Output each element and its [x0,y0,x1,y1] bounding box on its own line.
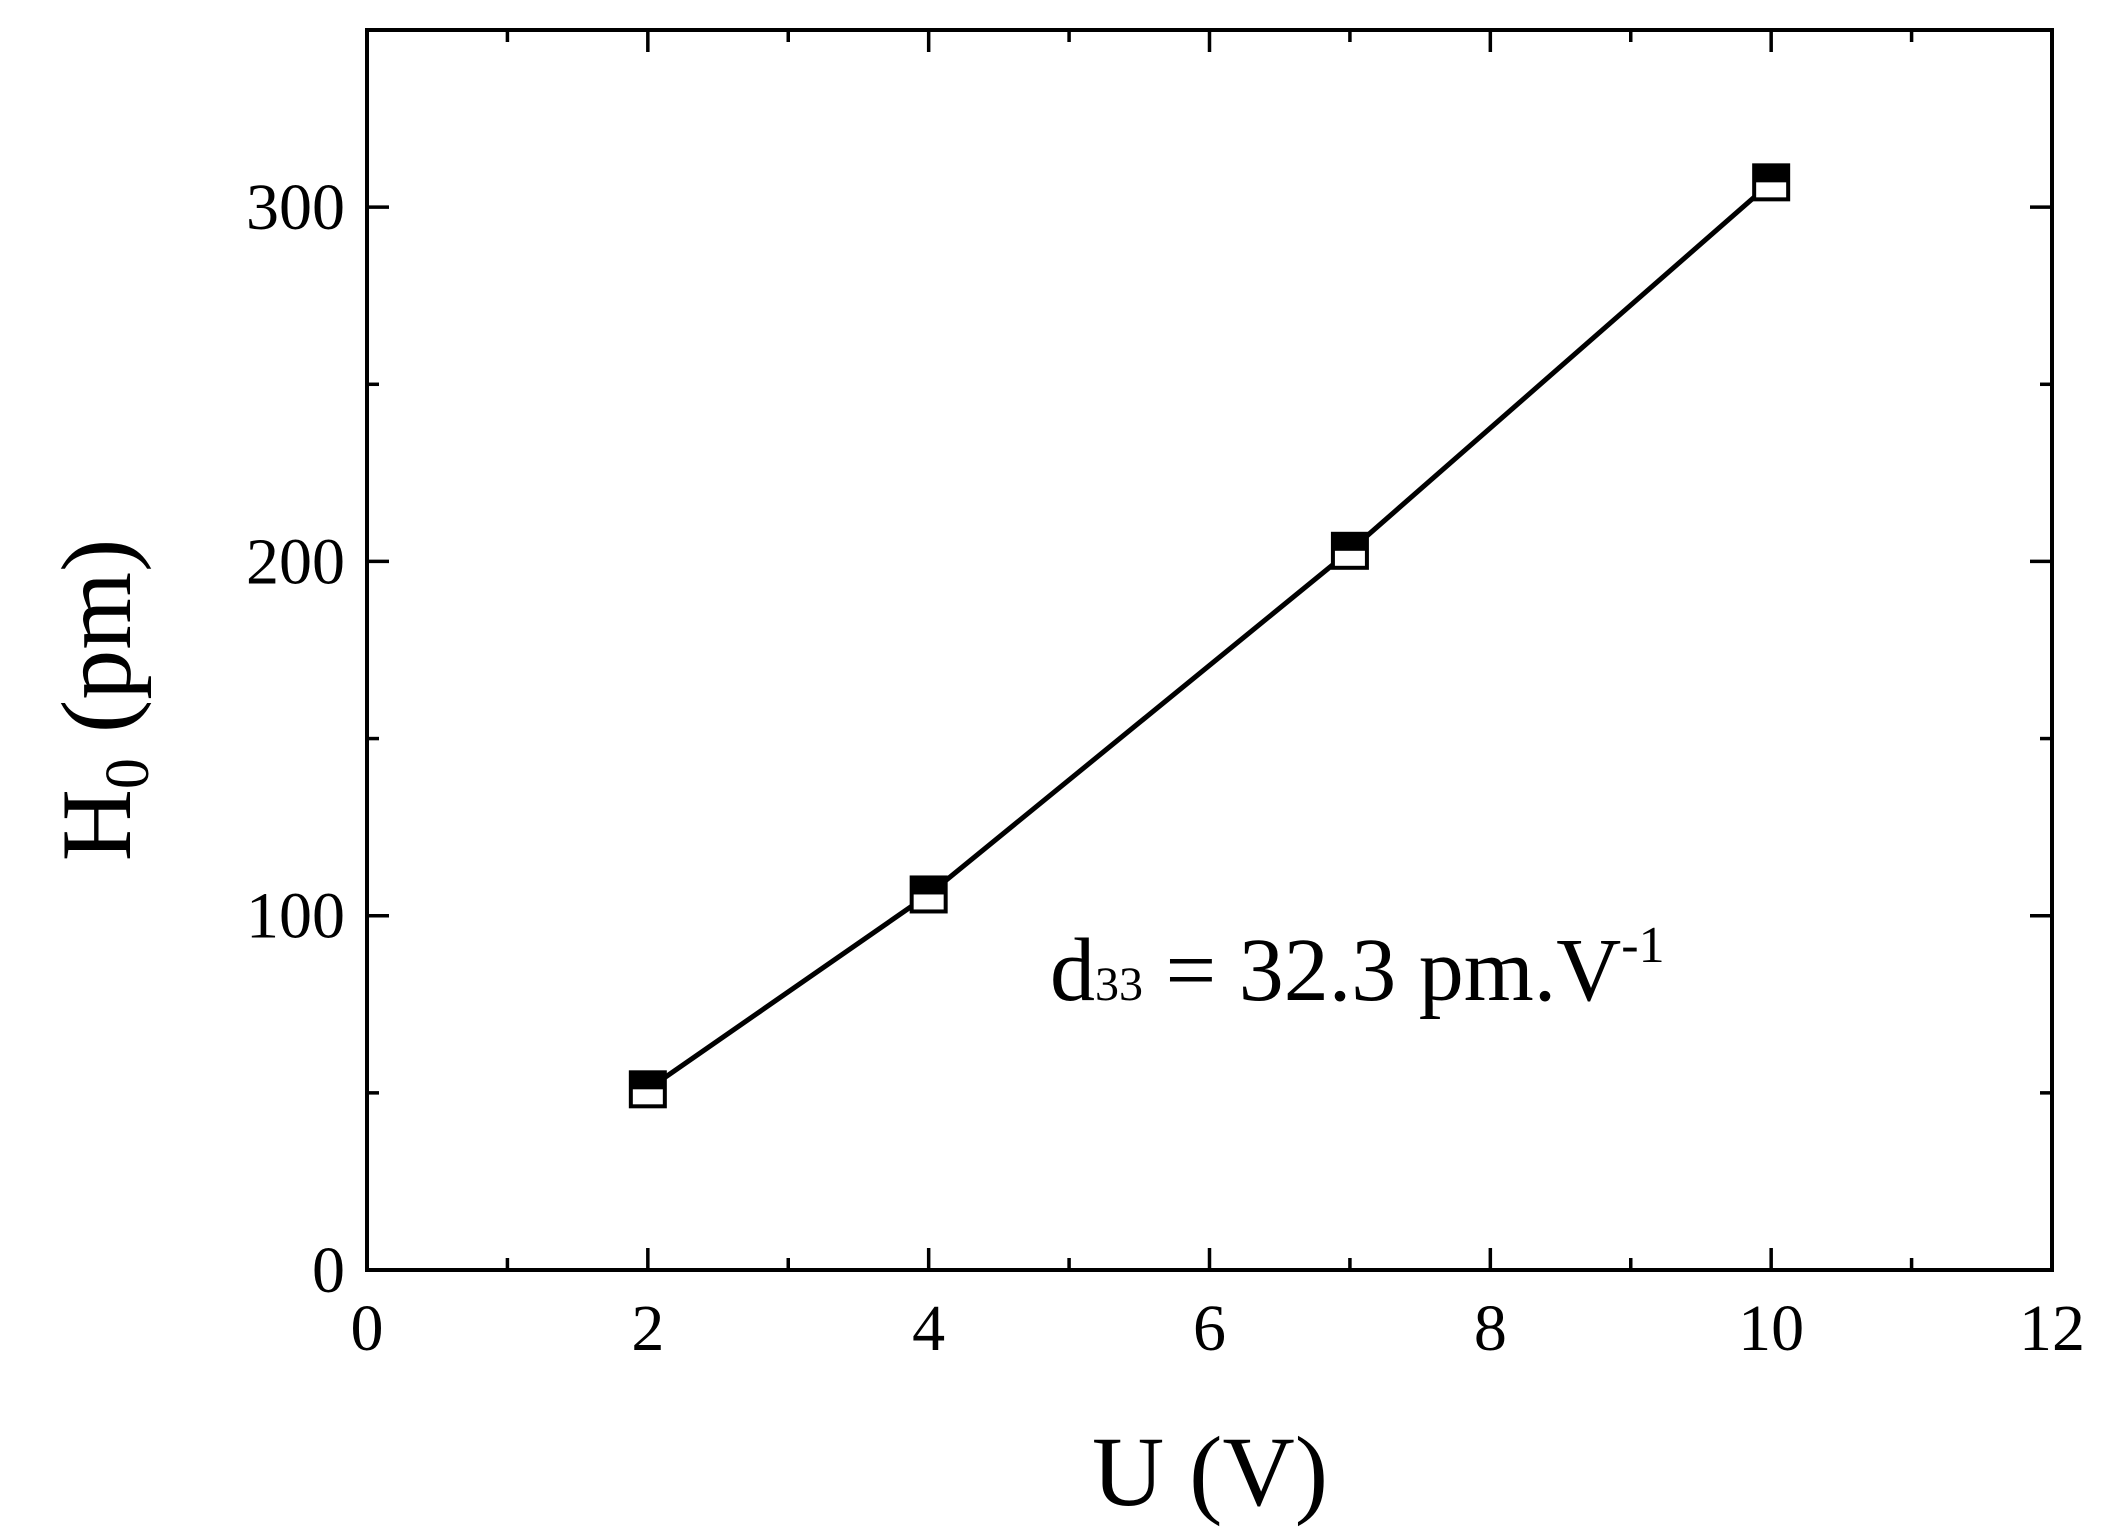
x-tick-label: 4 [912,1292,945,1365]
x-tick-label: 12 [2019,1292,2085,1365]
y-tick-label: 300 [246,171,345,244]
y-tick-label: 200 [246,525,345,598]
data-point-marker-fill [1754,165,1789,183]
x-tick-label: 2 [631,1292,664,1365]
data-point [1330,531,1369,570]
x-tick-label: 0 [351,1292,384,1365]
data-point-marker-fill [911,877,946,895]
y-axis-title-unit: (pm) [41,539,152,758]
y-axis-title-main: H [41,789,152,861]
plot-frame [365,28,2054,1272]
y-axis-title: H0 (pm) [41,539,162,862]
tick-labels-layer: 0 2 4 6 8 10 12 0 100 200 300 [246,171,2085,1365]
data-point [909,875,948,914]
y-axis-title-subscript: 0 [94,758,162,789]
ticks-layer [365,30,2054,1272]
x-axis-title: U (V) [1092,1416,1328,1527]
x-tick-label: 6 [1193,1292,1226,1365]
data-point-marker-fill [1332,533,1367,551]
y-tick-label: 0 [312,1234,345,1307]
annotation-superscript: -1 [1621,917,1664,974]
data-point [628,1070,667,1109]
y-tick-label: 100 [246,880,345,953]
annotation-subscript: 33 [1095,958,1143,1011]
x-tick-label: 8 [1474,1292,1507,1365]
series-line [646,180,1773,1092]
series-layer [628,163,1791,1109]
y-axis-title-text: H0 (pm) [41,539,162,862]
data-point-marker-fill [630,1072,665,1090]
data-point [1752,163,1791,202]
d33-annotation: d33 = 32.3 pm.V-1 [1050,917,1665,1020]
annotation-prefix: d [1050,921,1095,1020]
annotation-middle: = 32.3 pm.V [1143,921,1621,1020]
x-tick-label: 10 [1738,1292,1804,1365]
